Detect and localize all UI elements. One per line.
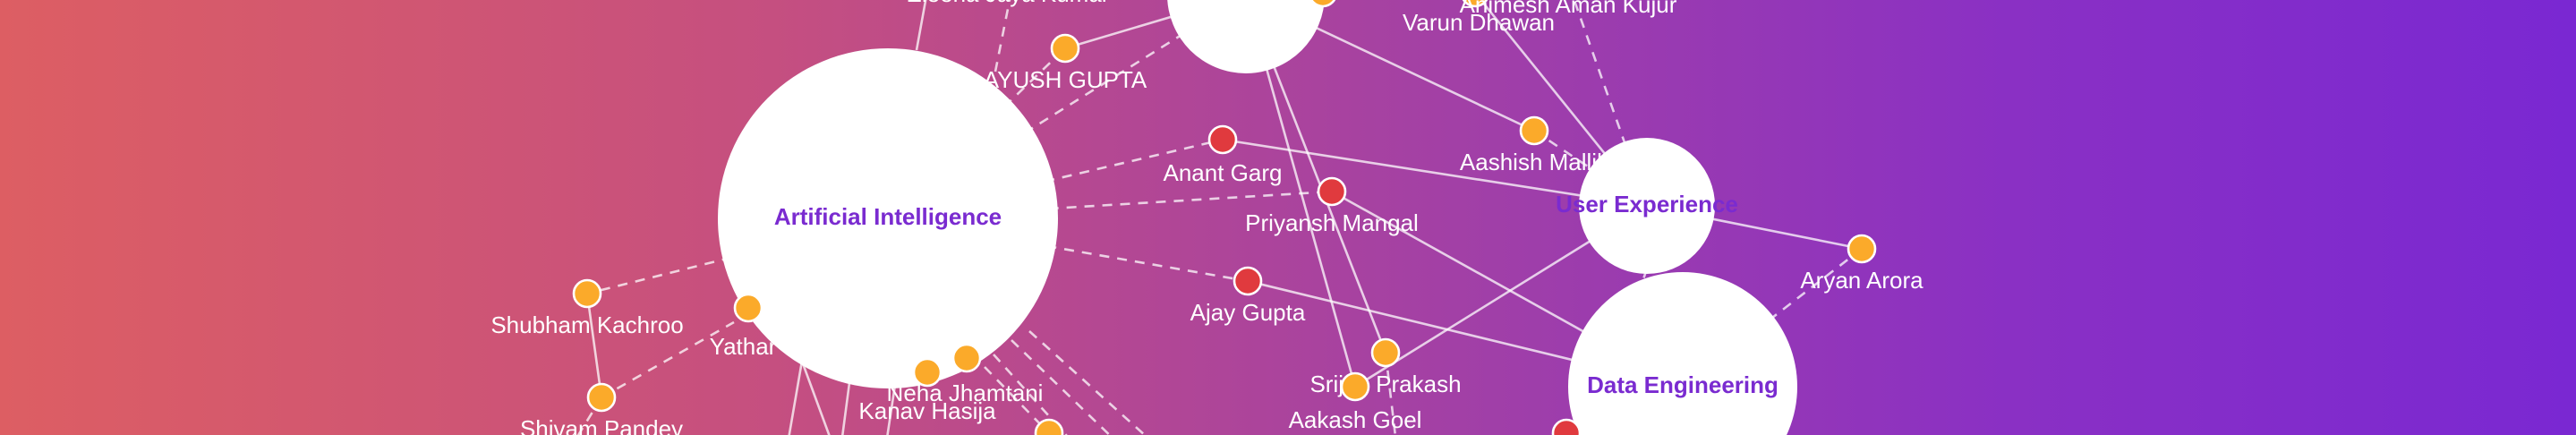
person-node[interactable]: Aakash Goel: [1289, 371, 1422, 433]
person-node[interactable]: Ajay Gupta: [1190, 266, 1306, 326]
hub-node-top[interactable]: [1167, 0, 1325, 73]
edge-offscreen-7: [886, 384, 897, 435]
hub-node-ux[interactable]: User Experience: [1556, 138, 1738, 274]
hub-circle[interactable]: [1167, 0, 1325, 73]
person-node[interactable]: [1034, 418, 1064, 435]
person-dot[interactable]: [586, 382, 617, 413]
person-dot[interactable]: [572, 278, 602, 309]
edge-p_shubham-p_shivam: [585, 293, 603, 398]
edge-offscreen-6: [841, 375, 852, 435]
person-label: AYUSH GUPTA: [984, 66, 1147, 93]
person-dot[interactable]: [1519, 115, 1549, 146]
person-dot[interactable]: [1462, 0, 1488, 8]
edge-offscreen-13: [1627, 268, 1649, 323]
person-node[interactable]: Anant Garg: [1164, 124, 1283, 186]
person-dot[interactable]: [1370, 337, 1401, 368]
person-label: Ajay Gupta: [1190, 299, 1306, 326]
person-label: Yathar: [710, 333, 777, 360]
person-dot[interactable]: [1034, 418, 1064, 435]
person-dot[interactable]: [1317, 176, 1347, 207]
person-label: Aashish Mallik: [1460, 149, 1609, 175]
person-label: Priyansh Mangal: [1245, 209, 1419, 236]
person-node[interactable]: [1309, 0, 1336, 8]
person-label-cropped: Eleena Jaya Kumar: [907, 0, 1110, 7]
person-label: Animesh Aman Kujur: [1460, 0, 1677, 18]
edge-p_anant-ux: [1222, 138, 1648, 208]
person-label: Anant Garg: [1164, 159, 1283, 186]
hub-label: Data Engineering: [1587, 371, 1778, 398]
edge-offscreen-12: [1384, 352, 1397, 435]
person-dot[interactable]: [1340, 371, 1370, 402]
hub-circle[interactable]: [1579, 138, 1715, 274]
edge-p_animesh-ux: [1573, 0, 1649, 207]
person-dot[interactable]: [1207, 124, 1238, 155]
person-node[interactable]: Srijan Prakash: [1309, 337, 1462, 397]
person-dot[interactable]: [912, 357, 943, 388]
hub-circle[interactable]: [718, 48, 1058, 388]
edge-offscreen-9: [1011, 339, 1112, 435]
person-node[interactable]: Yathar: [710, 293, 777, 360]
edge-offscreen-2: [601, 320, 735, 399]
person-node[interactable]: Varun Dhawan: [1403, 0, 1555, 36]
person-node[interactable]: Priyansh Mangal: [1245, 176, 1419, 236]
hub-circle[interactable]: [1568, 272, 1797, 435]
person-label: Aryan Arora: [1800, 267, 1923, 294]
hub-label: User Experience: [1556, 191, 1738, 218]
person-node[interactable]: Aashish Mallik: [1460, 115, 1609, 175]
person-dot[interactable]: [733, 293, 763, 323]
person-label: Neha Jhamtani: [887, 380, 1044, 406]
person-node[interactable]: [1551, 418, 1582, 435]
person-label: Srijan Prakash: [1309, 371, 1461, 397]
person-node[interactable]: Neha Jhamtani: [887, 343, 1044, 406]
person-dot[interactable]: [1847, 234, 1877, 264]
person-node[interactable]: Shubham Kachroo: [490, 278, 684, 338]
person-node[interactable]: Aryan Arora: [1800, 234, 1923, 294]
edge-offscreen-0: [915, 0, 927, 51]
person-node[interactable]: AYUSH GUPTA: [984, 33, 1147, 93]
person-dot[interactable]: [1309, 0, 1336, 8]
person-label: Varun Dhawan: [1403, 9, 1555, 36]
person-node[interactable]: Kanav Hasija: [858, 357, 996, 424]
person-dot[interactable]: [1233, 266, 1263, 296]
hub-label: Artificial Intelligence: [774, 203, 1002, 230]
person-dot[interactable]: [951, 343, 982, 373]
hub-node-de[interactable]: Data Engineering: [1568, 272, 1797, 435]
edge-offscreen-1: [994, 0, 1011, 72]
person-dot[interactable]: [1050, 33, 1080, 64]
person-label: Aakash Goel: [1289, 406, 1422, 433]
person-label: Shivam Pandey: [520, 415, 683, 435]
person-node[interactable]: Animesh Aman Kujur: [1460, 0, 1677, 18]
person-dot[interactable]: [1551, 418, 1582, 435]
person-label: Shubham Kachroo: [490, 311, 683, 338]
edge-offscreen-11: [984, 366, 1050, 434]
person-label: Kanav Hasija: [858, 397, 996, 424]
edge-offscreen-10: [993, 354, 1068, 435]
person-node[interactable]: Shivam Pandey: [520, 382, 683, 435]
hub-node-ai[interactable]: Artificial Intelligence: [718, 48, 1058, 388]
edge-ai-p_shubham: [586, 217, 889, 295]
